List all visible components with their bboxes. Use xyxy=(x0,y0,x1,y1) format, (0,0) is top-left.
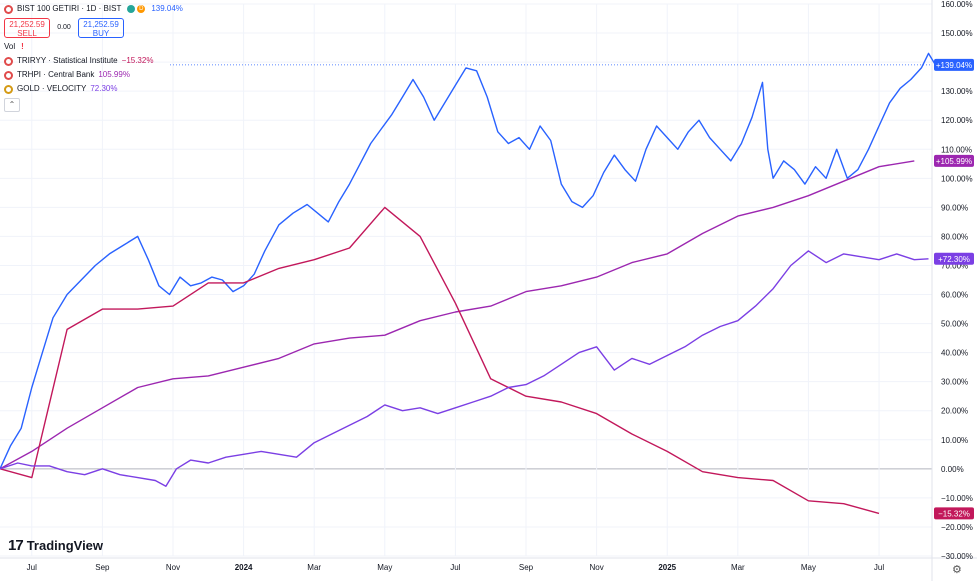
x-tick-label: Sep xyxy=(95,563,110,572)
series-line-2 xyxy=(0,206,880,515)
y-tick-label: 70.00% xyxy=(941,261,968,270)
legend-label: TRHPI · Central Bank xyxy=(17,70,95,79)
bist-logo-icon xyxy=(4,4,13,14)
x-axis[interactable]: Jul Sep Nov 2024 Mar May Jul Sep Nov 2025 Mar May Ju… xyxy=(27,563,885,572)
symbol-header[interactable]: BIST 100 GETIRI · 1D · BIST D 139.04% xyxy=(4,2,183,16)
chevron-up-icon[interactable]: ⌃ xyxy=(4,98,20,112)
y-tick-label: 160.00% xyxy=(941,0,973,9)
last-value-label: −15.32% xyxy=(938,509,970,518)
y-tick-label: 60.00% xyxy=(941,291,968,300)
market-status-icon xyxy=(127,5,136,13)
gold-circle-icon xyxy=(4,84,13,94)
y-tick-label: 150.00% xyxy=(941,29,973,38)
red-circle-icon xyxy=(4,56,13,66)
y-axis[interactable]: 160.00%150.00%140.00%130.00%120.00%110.0… xyxy=(941,0,973,561)
legend-value: −15.32% xyxy=(121,56,154,65)
y-tick-label: 40.00% xyxy=(941,349,968,358)
y-tick-label: 0.00% xyxy=(941,465,964,474)
y-tick-label: 80.00% xyxy=(941,232,968,241)
legend-item-trhpi[interactable]: TRHPI · Central Bank 105.99% xyxy=(4,68,183,82)
badge-d: D xyxy=(137,5,146,13)
legend-label: GOLD · VELOCITY xyxy=(17,84,87,93)
x-tick-label: 2024 xyxy=(235,563,253,572)
status-dots[interactable]: D xyxy=(127,5,146,13)
legend-value: 72.30% xyxy=(90,84,118,93)
red-circle-icon xyxy=(4,70,13,80)
gear-icon[interactable]: ⚙ xyxy=(952,564,962,576)
y-tick-label: −10.00% xyxy=(941,494,973,503)
y-tick-label: −30.00% xyxy=(941,552,973,561)
volume-row[interactable]: Vol ! xyxy=(4,42,183,52)
tradingview-logo[interactable]: 17 TradingView xyxy=(8,537,103,554)
sell-price: 21,252.59 xyxy=(9,20,45,29)
x-tick-label: Jul xyxy=(27,563,37,572)
legend-value: 105.99% xyxy=(98,70,130,79)
x-tick-label: Mar xyxy=(307,563,321,572)
y-tick-label: 50.00% xyxy=(941,320,968,329)
legend-item-triryy[interactable]: TRIRYY · Statistical Institute −15.32% xyxy=(4,54,183,68)
x-tick-label: May xyxy=(377,563,392,572)
change-percent: 139.04% xyxy=(151,4,183,13)
y-tick-label: 120.00% xyxy=(941,116,973,125)
y-tick-label: 20.00% xyxy=(941,407,968,416)
trade-buttons: 21,252.59 SELL 0.00 21,252.59 BUY xyxy=(4,18,183,38)
sell-label: SELL xyxy=(17,29,37,38)
legend-panel: BIST 100 GETIRI · 1D · BIST D 139.04% 21… xyxy=(4,2,183,112)
last-value-label: +105.99% xyxy=(936,157,972,166)
spread-value: 0.00 xyxy=(57,24,71,31)
last-value-label: +72.30% xyxy=(938,255,970,264)
symbol-title[interactable]: BIST 100 GETIRI · 1D · BIST xyxy=(17,4,122,13)
x-tick-label: Sep xyxy=(519,563,534,572)
y-tick-label: 110.00% xyxy=(941,145,972,154)
tradingview-mark-icon: 17 xyxy=(8,537,24,554)
logo-text: TradingView xyxy=(26,538,104,553)
legend-label: TRIRYY · Statistical Institute xyxy=(17,56,118,65)
series-lines xyxy=(0,52,943,515)
y-tick-label: 30.00% xyxy=(941,378,968,387)
buy-button[interactable]: 21,252.59 BUY xyxy=(78,18,124,38)
sell-button[interactable]: 21,252.59 SELL xyxy=(4,18,50,38)
legend-item-gold[interactable]: GOLD · VELOCITY 72.30% xyxy=(4,82,183,96)
y-tick-label: −20.00% xyxy=(941,523,973,532)
x-tick-label: Jul xyxy=(450,563,460,572)
last-value-badge xyxy=(934,507,974,520)
x-tick-label: May xyxy=(801,563,816,572)
x-tick-label: Nov xyxy=(590,563,604,572)
series-line-3 xyxy=(0,250,929,487)
y-tick-label: 100.00% xyxy=(941,174,973,183)
last-value-label: +139.04% xyxy=(936,61,972,70)
warning-icon[interactable]: ! xyxy=(21,42,24,51)
last-value-badge xyxy=(934,252,974,265)
series-line-0 xyxy=(0,52,943,470)
y-tick-label: 130.00% xyxy=(941,87,973,96)
last-value-badge xyxy=(934,58,974,71)
x-tick-label: 2025 xyxy=(658,563,676,572)
series-line-1 xyxy=(0,160,915,470)
x-tick-label: Mar xyxy=(731,563,745,572)
x-tick-label: Jul xyxy=(874,563,884,572)
y-tick-label: 90.00% xyxy=(941,203,968,212)
buy-label: BUY xyxy=(92,29,110,38)
x-tick-label: Nov xyxy=(166,563,180,572)
buy-price: 21,252.59 xyxy=(83,20,119,29)
vol-label: Vol xyxy=(4,42,16,51)
y-tick-label: 10.00% xyxy=(941,436,968,445)
last-value-badge xyxy=(934,154,974,167)
last-value-badges: +139.04% +105.99% −15.32% +72.30% xyxy=(934,58,974,520)
